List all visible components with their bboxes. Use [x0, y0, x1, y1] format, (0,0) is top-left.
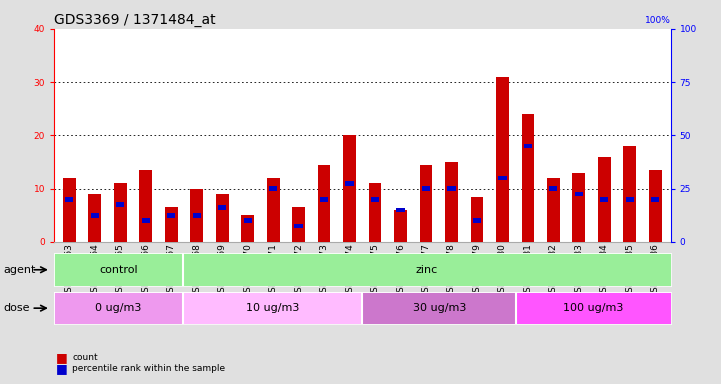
Bar	[397, 208, 404, 212]
Bar	[267, 178, 280, 242]
Bar	[193, 213, 201, 218]
Bar	[498, 175, 507, 180]
Bar	[626, 197, 634, 202]
Bar	[345, 181, 354, 186]
Bar	[294, 223, 303, 228]
Bar	[320, 197, 328, 202]
Text: agent: agent	[4, 265, 36, 275]
Bar	[116, 202, 125, 207]
Bar	[473, 218, 481, 223]
Bar	[190, 189, 203, 242]
Bar	[521, 114, 534, 242]
Bar	[600, 197, 609, 202]
Bar	[65, 197, 74, 202]
Text: 10 ug/m3: 10 ug/m3	[246, 303, 299, 313]
Bar	[447, 186, 456, 191]
Text: zinc: zinc	[415, 265, 438, 275]
Bar	[368, 183, 381, 242]
Text: GDS3369 / 1371484_at: GDS3369 / 1371484_at	[54, 13, 216, 27]
Bar	[523, 144, 532, 148]
Bar	[371, 197, 379, 202]
Bar	[598, 157, 611, 242]
Bar	[422, 186, 430, 191]
Bar	[54, 292, 182, 324]
Bar	[516, 292, 671, 324]
Bar	[496, 77, 509, 242]
Text: 0 ug/m3: 0 ug/m3	[95, 303, 141, 313]
Text: control: control	[99, 265, 138, 275]
Bar	[269, 186, 278, 191]
Bar	[420, 165, 433, 242]
Bar	[63, 178, 76, 242]
Bar	[167, 213, 175, 218]
Bar	[575, 192, 583, 196]
Bar	[292, 207, 305, 242]
Bar	[139, 170, 152, 242]
Bar	[242, 215, 254, 242]
Bar	[651, 197, 660, 202]
Bar	[114, 183, 127, 242]
Bar	[216, 194, 229, 242]
Text: 100%: 100%	[645, 15, 671, 25]
Bar	[218, 205, 226, 210]
Bar	[89, 194, 101, 242]
Bar	[394, 210, 407, 242]
Bar	[649, 170, 662, 242]
Bar	[318, 165, 330, 242]
Bar	[244, 218, 252, 223]
Bar	[165, 207, 177, 242]
Bar	[572, 173, 585, 242]
Text: percentile rank within the sample: percentile rank within the sample	[72, 364, 225, 373]
Bar	[182, 253, 671, 286]
Bar	[549, 186, 557, 191]
Text: ■: ■	[56, 351, 68, 364]
Bar	[471, 197, 483, 242]
Bar	[141, 218, 150, 223]
Bar	[362, 292, 516, 324]
Bar	[445, 162, 458, 242]
Bar	[547, 178, 559, 242]
Bar	[91, 213, 99, 218]
Text: ■: ■	[56, 362, 68, 375]
Text: dose: dose	[4, 303, 30, 313]
Text: 100 ug/m3: 100 ug/m3	[563, 303, 624, 313]
Bar	[624, 146, 636, 242]
Bar	[182, 292, 362, 324]
Bar	[343, 135, 356, 242]
Text: 30 ug/m3: 30 ug/m3	[412, 303, 466, 313]
Text: count: count	[72, 353, 98, 362]
Bar	[54, 253, 182, 286]
